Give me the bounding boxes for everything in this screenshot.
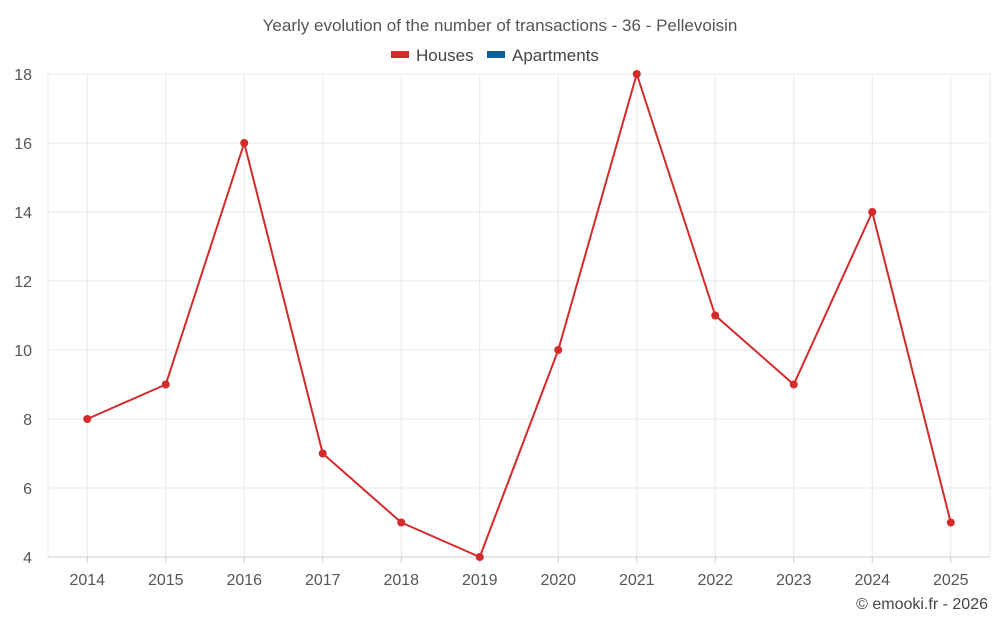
y-tick-label: 6 <box>23 481 32 498</box>
x-tick-label: 2021 <box>619 572 655 589</box>
data-point[interactable] <box>240 139 249 147</box>
x-tick-label: 2020 <box>540 572 576 589</box>
x-tick-label: 2014 <box>69 572 105 589</box>
legend[interactable]: Houses Apartments <box>391 46 599 65</box>
y-tick-label: 12 <box>14 274 32 291</box>
x-tick-label: 2019 <box>462 572 498 589</box>
x-tick-label: 2025 <box>933 572 969 589</box>
y-tick-label: 16 <box>14 136 32 153</box>
data-point[interactable] <box>711 311 720 320</box>
x-tick-label: 2017 <box>305 572 341 589</box>
data-point[interactable] <box>161 380 170 389</box>
data-point[interactable] <box>397 518 406 527</box>
x-tick-label: 2018 <box>383 572 419 589</box>
data-point[interactable] <box>318 449 327 458</box>
y-tick-label: 10 <box>14 343 32 360</box>
chart-title: Yearly evolution of the number of transa… <box>263 16 738 35</box>
data-point[interactable] <box>868 208 877 216</box>
legend-swatch-houses <box>391 51 409 58</box>
legend-item-apartments[interactable]: Apartments <box>487 46 599 65</box>
data-point[interactable] <box>475 553 484 561</box>
legend-label-houses: Houses <box>416 46 474 65</box>
data-point[interactable] <box>789 380 798 389</box>
grid <box>48 73 990 557</box>
legend-swatch-apartments <box>487 51 505 58</box>
x-tick-label: 2022 <box>697 572 733 589</box>
series-line <box>86 73 952 558</box>
data-point[interactable] <box>632 70 641 78</box>
y-tick-label: 8 <box>23 412 32 429</box>
axes: 4 6 8 10 12 14 16 18 2014 2015 2016 2017 2018 2019 202… <box>14 67 991 589</box>
legend-label-apartments: Apartments <box>512 46 599 65</box>
footer-credit: © emooki.fr - 2026 <box>856 596 988 613</box>
series-houses <box>83 70 955 561</box>
data-point[interactable] <box>554 346 563 354</box>
legend-item-houses[interactable]: Houses <box>391 46 474 65</box>
x-tick-label: 2023 <box>776 572 812 589</box>
data-point[interactable] <box>946 518 955 527</box>
x-tick-label: 2024 <box>854 572 890 589</box>
data-point[interactable] <box>83 415 92 423</box>
y-tick-label: 4 <box>23 550 32 567</box>
x-tick-label: 2015 <box>148 572 184 589</box>
x-tick-label: 2016 <box>226 572 262 589</box>
y-tick-label: 18 <box>14 67 32 84</box>
y-tick-label: 14 <box>14 205 32 222</box>
